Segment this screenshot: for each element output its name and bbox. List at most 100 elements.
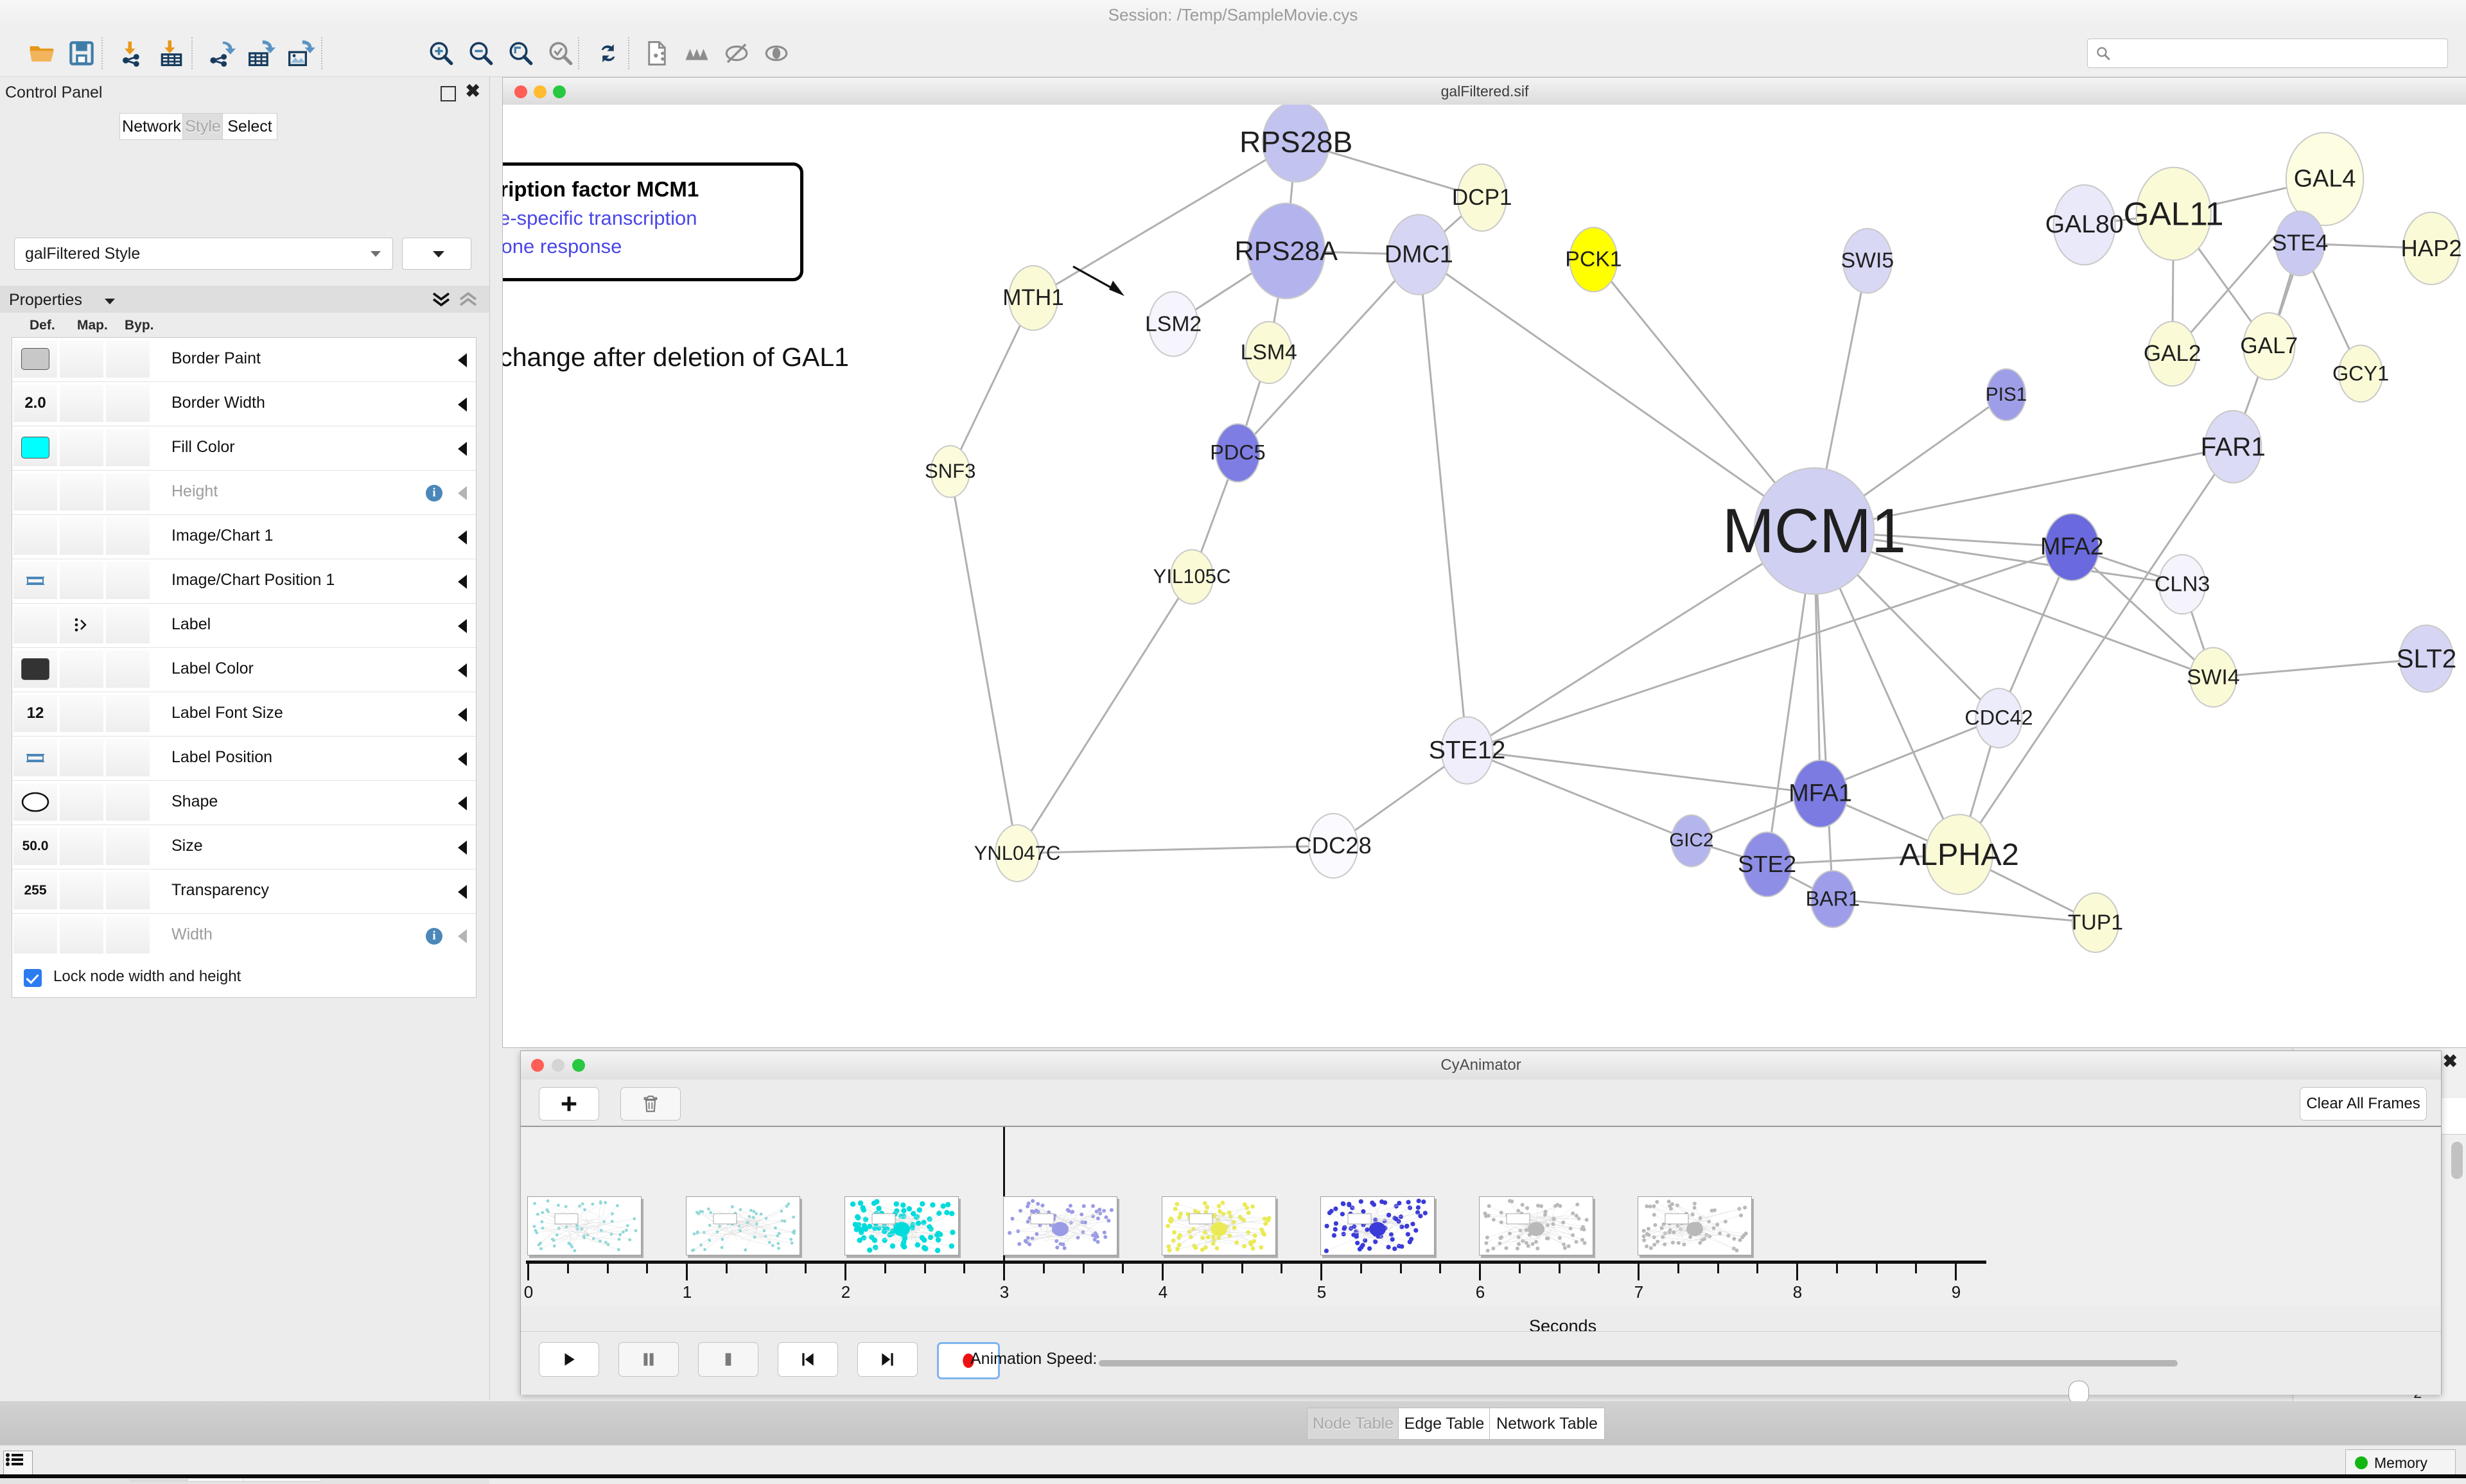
- property-bypass-cell[interactable]: [106, 429, 150, 466]
- network-node[interactable]: [1309, 814, 1358, 878]
- property-bypass-cell[interactable]: [106, 340, 150, 378]
- network-edge[interactable]: [1419, 255, 1814, 531]
- property-default-cell[interactable]: [13, 340, 57, 378]
- property-bypass-cell[interactable]: [106, 739, 150, 776]
- property-row[interactable]: Image/Chart Position 1: [12, 559, 476, 604]
- property-default-cell[interactable]: [13, 473, 57, 511]
- timeline-frame[interactable]: [527, 1196, 642, 1255]
- show-all-icon[interactable]: [759, 36, 794, 71]
- property-mapping-cell[interactable]: [60, 562, 103, 599]
- color-swatch[interactable]: [21, 437, 49, 458]
- expand-property-arrow[interactable]: [458, 530, 467, 545]
- style-selector[interactable]: galFiltered Style: [14, 238, 393, 270]
- property-default-cell[interactable]: [13, 650, 57, 688]
- stop-button[interactable]: [698, 1342, 758, 1377]
- property-mapping-cell[interactable]: [60, 828, 103, 865]
- property-mapping-cell[interactable]: [60, 606, 103, 643]
- expand-property-arrow[interactable]: [458, 353, 467, 367]
- export-network-icon[interactable]: [204, 36, 239, 71]
- network-node[interactable]: [1441, 717, 1492, 783]
- network-node[interactable]: [1216, 424, 1259, 482]
- tab-network-table[interactable]: Network Table: [1489, 1408, 1605, 1440]
- export-table-icon[interactable]: [244, 36, 279, 71]
- expand-property-arrow[interactable]: [458, 397, 467, 412]
- network-node[interactable]: [1975, 688, 2022, 747]
- expand-property-arrow[interactable]: [458, 796, 467, 810]
- style-options-button[interactable]: [402, 238, 471, 270]
- property-bypass-cell[interactable]: [106, 916, 150, 954]
- property-row[interactable]: Fill Color: [12, 426, 476, 471]
- network-edge[interactable]: [1017, 846, 1333, 853]
- network-node[interactable]: [2159, 555, 2205, 614]
- expand-property-arrow[interactable]: [458, 708, 467, 722]
- zoom-selected-icon[interactable]: [543, 36, 578, 71]
- property-default-cell[interactable]: [13, 562, 57, 599]
- tab-network[interactable]: Network: [119, 113, 184, 140]
- network-edge[interactable]: [1419, 255, 1467, 751]
- color-swatch[interactable]: [21, 348, 49, 370]
- network-node[interactable]: [2205, 410, 2261, 482]
- network-edge[interactable]: [1814, 447, 2233, 531]
- network-node[interactable]: [1672, 815, 1711, 866]
- timeline-frame[interactable]: [686, 1196, 800, 1255]
- property-default-cell[interactable]: [13, 783, 57, 821]
- network-node[interactable]: [2148, 322, 2197, 386]
- network-node[interactable]: [931, 446, 970, 497]
- network-node[interactable]: [1171, 550, 1213, 604]
- network-node[interactable]: [2136, 168, 2210, 261]
- refresh-icon[interactable]: [591, 36, 625, 71]
- network-node[interactable]: [2403, 213, 2460, 284]
- network-edge[interactable]: [2213, 659, 2426, 677]
- network-node[interactable]: [2399, 625, 2453, 692]
- network-node[interactable]: [1742, 832, 1791, 896]
- chevron-down-icon[interactable]: [104, 297, 116, 305]
- network-canvas[interactable]: Transcription factor MCM1 Cell-type-spec…: [503, 105, 2466, 1046]
- search-input[interactable]: [2117, 39, 2441, 67]
- property-mapping-cell[interactable]: [60, 916, 103, 954]
- property-mapping-cell[interactable]: [60, 340, 103, 378]
- property-mapping-cell[interactable]: [60, 783, 103, 821]
- property-default-cell[interactable]: [13, 606, 57, 643]
- network-node[interactable]: [1458, 164, 1507, 231]
- play-button[interactable]: [539, 1342, 599, 1377]
- property-row[interactable]: Image/Chart 1: [12, 515, 476, 559]
- network-node[interactable]: [1793, 760, 1847, 827]
- open-folder-icon[interactable]: [24, 36, 59, 71]
- info-icon[interactable]: i: [426, 928, 442, 945]
- zoom-out-icon[interactable]: [464, 36, 498, 71]
- property-default-cell[interactable]: 50.0: [13, 828, 57, 865]
- property-bypass-cell[interactable]: [106, 606, 150, 643]
- network-node[interactable]: [1987, 369, 2025, 420]
- import-table-icon[interactable]: [154, 36, 189, 71]
- network-node[interactable]: [2243, 313, 2295, 380]
- timeline-frame[interactable]: [844, 1196, 959, 1255]
- property-bypass-cell[interactable]: [106, 562, 150, 599]
- property-bypass-cell[interactable]: [106, 473, 150, 511]
- property-row[interactable]: Shape: [12, 781, 476, 825]
- property-default-cell[interactable]: [13, 739, 57, 776]
- import-network-icon[interactable]: [114, 36, 149, 71]
- tab-node-table[interactable]: Node Table: [1307, 1408, 1399, 1440]
- network-node[interactable]: [1843, 229, 1892, 293]
- expand-all-icon[interactable]: [457, 290, 479, 308]
- pause-button[interactable]: [618, 1342, 679, 1377]
- expand-property-arrow[interactable]: [458, 841, 467, 855]
- network-node[interactable]: [1149, 292, 1198, 356]
- timeline-frame[interactable]: [1638, 1196, 1752, 1255]
- expand-property-arrow[interactable]: [458, 486, 467, 500]
- add-frame-button[interactable]: [539, 1087, 599, 1121]
- network-node[interactable]: [995, 825, 1039, 882]
- task-list-button[interactable]: [3, 1451, 33, 1475]
- network-edge[interactable]: [1814, 531, 2213, 677]
- property-bypass-cell[interactable]: [106, 783, 150, 821]
- property-row[interactable]: Label Position: [12, 737, 476, 781]
- network-node[interactable]: [1246, 322, 1292, 383]
- lock-node-size-checkbox[interactable]: [24, 969, 42, 987]
- property-bypass-cell[interactable]: [106, 385, 150, 422]
